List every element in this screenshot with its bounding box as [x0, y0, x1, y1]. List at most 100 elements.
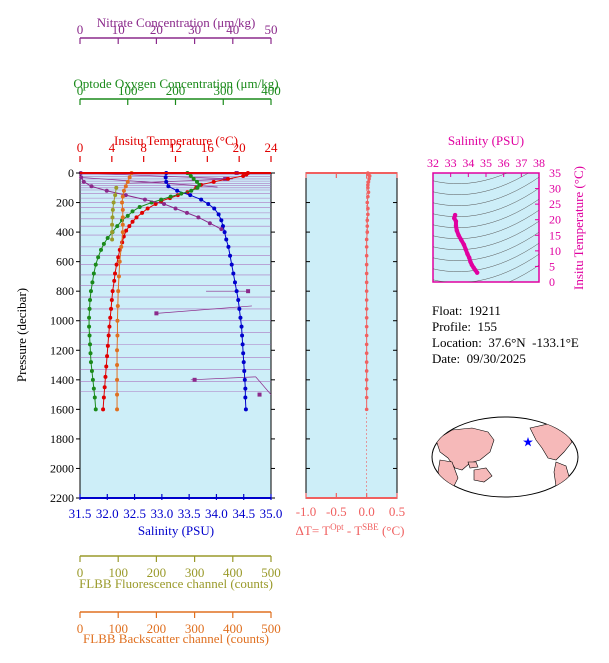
ts-point — [463, 247, 468, 252]
salinity-point — [219, 218, 224, 223]
temperature-point — [153, 202, 158, 207]
fluorescence-point — [110, 215, 115, 220]
oxygen-point — [101, 241, 106, 246]
delta-t-point — [367, 177, 371, 181]
salinity-point — [237, 306, 242, 311]
backscatter-point — [120, 215, 125, 220]
pressure-tick-label: 1200 — [50, 343, 74, 357]
density-contour — [433, 253, 539, 282]
salinity-tick-label: 34.0 — [205, 506, 228, 521]
temperature-tick-label: 16 — [201, 140, 215, 155]
oxygen-point — [191, 176, 196, 181]
nitrate-point — [184, 210, 189, 215]
density-contour — [433, 231, 539, 261]
salinity-tick-label: 33.0 — [150, 506, 173, 521]
pressure-tick-label: 600 — [56, 255, 74, 269]
nitrate-point — [173, 206, 178, 211]
oxygen-point — [159, 197, 164, 202]
backscatter-point — [115, 318, 120, 323]
nitrate-point — [196, 215, 201, 220]
nitrate-point — [81, 179, 86, 184]
backscatter-point — [121, 188, 126, 193]
pressure-axis-label: Pressure (decibar) — [14, 288, 29, 382]
salinity-point — [224, 237, 229, 242]
delta-t-point — [364, 386, 369, 391]
backscatter-point — [115, 407, 120, 412]
delta-t-point — [365, 230, 370, 234]
delta-t-point — [367, 174, 372, 178]
delta-t-point — [364, 342, 369, 347]
oxygen-point — [88, 298, 93, 303]
location: Location: 37.6°N -133.1°E — [432, 335, 579, 350]
backscatter-point — [119, 244, 124, 249]
oxygen-point — [88, 289, 93, 294]
ts-point — [459, 237, 464, 243]
backscatter-tick-label: 200 — [147, 621, 167, 636]
oxygen-point — [188, 173, 193, 178]
salinity-tick-label: 32.0 — [96, 506, 119, 521]
salinity-point — [199, 197, 204, 202]
nitrate-point — [79, 175, 84, 180]
backscatter-tick-label: 0 — [77, 621, 84, 636]
oxygen-point — [168, 194, 173, 199]
fluorescence-tick-label: 0 — [77, 565, 84, 580]
backscatter-point — [115, 333, 120, 338]
nitrate-point — [219, 227, 224, 232]
ts-salinity-tick-label: 37 — [515, 156, 527, 170]
oxygen-point — [88, 360, 93, 365]
world-map — [431, 416, 579, 498]
temperature-axis-label: Insitu Temperature (°C) — [114, 133, 238, 148]
salinity-point — [240, 342, 245, 347]
salinity-point — [206, 202, 211, 207]
profile-number: Profile: 155 — [432, 319, 497, 334]
pressure-tick-label: 2000 — [50, 461, 74, 475]
nitrate-outlier-point — [154, 311, 159, 316]
ts-salinity-tick-label: 32 — [427, 156, 439, 170]
temperature-point — [130, 219, 135, 224]
temperature-point — [109, 298, 114, 303]
backscatter-tick-label: 500 — [261, 621, 281, 636]
temperature-point — [110, 289, 115, 294]
density-contour — [433, 176, 539, 206]
nitrate-outlier-point — [223, 176, 228, 181]
ts-salinity-tick-label: 34 — [462, 156, 474, 170]
temperature-point — [104, 364, 109, 369]
nitrate-connector — [156, 305, 252, 314]
temperature-point — [108, 315, 113, 320]
backscatter-point — [127, 175, 132, 180]
nitrate-axis-label: Nitrate Concentration (μm/kg) — [97, 15, 256, 30]
ts-point — [465, 251, 470, 257]
temperature-point — [101, 395, 106, 400]
delta-t-point — [364, 245, 369, 249]
fluorescence-point — [110, 237, 115, 242]
pressure-tick-label: 200 — [56, 196, 74, 210]
oxygen-tick-label: 400 — [261, 83, 281, 98]
salinity-point — [239, 324, 244, 329]
ts-point — [456, 233, 461, 238]
temperature-point — [109, 306, 114, 311]
float-info-block: Float: 19211 Profile: 155 Location: 37.6… — [432, 303, 579, 367]
density-contour — [433, 187, 539, 217]
oxygen-tick-label: 300 — [214, 83, 234, 98]
pressure-tick-label: 1800 — [50, 432, 74, 446]
fluorescence-tick-label: 500 — [261, 565, 281, 580]
salinity-axis-label: Salinity (PSU) — [138, 523, 214, 538]
indonesia-landmass — [467, 461, 479, 469]
backscatter-point — [117, 259, 122, 264]
delta-t-point — [364, 324, 369, 329]
ts-temperature-tick-label: 20 — [549, 213, 561, 227]
delta-t-axes: -1.0 -0.5 0.0 0.5 — [296, 172, 405, 519]
fluorescence-point — [113, 193, 118, 198]
oxygen-point — [105, 236, 110, 240]
density-contour — [433, 220, 539, 250]
density-contour — [433, 209, 539, 239]
ts-point — [474, 270, 480, 275]
backscatter-point — [116, 274, 121, 279]
backscatter-point — [116, 289, 121, 294]
float-id: Float: 19211 — [432, 303, 501, 318]
oxygen-point — [137, 204, 142, 209]
oxygen-point — [99, 247, 104, 252]
oxygen-point — [125, 213, 130, 218]
salinity-point — [220, 224, 225, 229]
